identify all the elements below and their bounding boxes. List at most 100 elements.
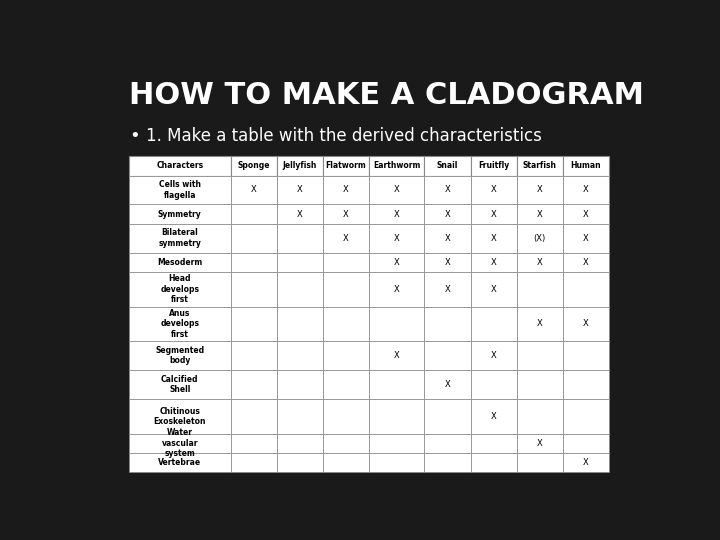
Bar bbox=[369, 434, 424, 453]
Bar bbox=[129, 205, 230, 224]
Bar bbox=[129, 370, 230, 399]
Bar bbox=[230, 307, 276, 341]
Bar bbox=[517, 253, 563, 272]
Text: Cells with
flagella: Cells with flagella bbox=[159, 180, 201, 200]
Text: 1. Make a table with the derived characteristics: 1. Make a table with the derived charact… bbox=[145, 127, 541, 145]
Text: Water
vascular
system: Water vascular system bbox=[161, 428, 198, 458]
Text: X: X bbox=[491, 285, 497, 294]
Text: Starfish: Starfish bbox=[523, 161, 557, 171]
Bar bbox=[424, 156, 470, 176]
Bar bbox=[369, 176, 424, 205]
Text: X: X bbox=[537, 439, 543, 448]
Text: X: X bbox=[444, 380, 450, 389]
Text: Earthworm: Earthworm bbox=[373, 161, 420, 171]
Bar bbox=[563, 434, 609, 453]
Text: X: X bbox=[537, 186, 543, 194]
Text: Chitinous
Exoskeleton: Chitinous Exoskeleton bbox=[153, 407, 206, 426]
Bar bbox=[230, 370, 276, 399]
Bar bbox=[129, 272, 230, 307]
Text: Bilateral
symmetry: Bilateral symmetry bbox=[158, 228, 202, 248]
Bar bbox=[424, 253, 470, 272]
Text: X: X bbox=[491, 210, 497, 219]
Bar bbox=[517, 370, 563, 399]
Bar bbox=[470, 156, 517, 176]
Bar bbox=[230, 272, 276, 307]
Bar bbox=[563, 205, 609, 224]
Text: Calcified
Shell: Calcified Shell bbox=[161, 375, 199, 394]
Text: Fruitfly: Fruitfly bbox=[478, 161, 509, 171]
Bar bbox=[276, 176, 323, 205]
Text: X: X bbox=[491, 412, 497, 421]
Bar bbox=[517, 272, 563, 307]
Bar bbox=[276, 205, 323, 224]
Bar bbox=[369, 156, 424, 176]
Bar bbox=[129, 156, 230, 176]
Text: X: X bbox=[583, 458, 589, 467]
Bar bbox=[323, 453, 369, 472]
Bar bbox=[276, 453, 323, 472]
Text: X: X bbox=[343, 186, 348, 194]
Text: X: X bbox=[394, 351, 400, 360]
Text: Sponge: Sponge bbox=[238, 161, 270, 171]
Bar bbox=[323, 156, 369, 176]
Bar bbox=[424, 434, 470, 453]
Bar bbox=[323, 224, 369, 253]
Bar bbox=[563, 399, 609, 434]
Bar bbox=[517, 453, 563, 472]
Bar bbox=[424, 205, 470, 224]
Bar bbox=[563, 253, 609, 272]
Bar bbox=[129, 253, 230, 272]
Bar bbox=[230, 156, 276, 176]
Bar bbox=[129, 307, 230, 341]
Bar bbox=[563, 224, 609, 253]
Text: X: X bbox=[297, 186, 302, 194]
Text: Characters: Characters bbox=[156, 161, 203, 171]
Text: X: X bbox=[537, 210, 543, 219]
Bar bbox=[424, 272, 470, 307]
Bar bbox=[230, 434, 276, 453]
Bar bbox=[424, 176, 470, 205]
Bar bbox=[563, 272, 609, 307]
Bar bbox=[276, 272, 323, 307]
Bar bbox=[276, 156, 323, 176]
Text: X: X bbox=[583, 234, 589, 242]
Text: X: X bbox=[491, 258, 497, 267]
Text: X: X bbox=[343, 210, 348, 219]
Text: X: X bbox=[444, 210, 450, 219]
Bar bbox=[470, 399, 517, 434]
Bar bbox=[276, 434, 323, 453]
Text: •: • bbox=[129, 127, 140, 145]
Bar bbox=[323, 341, 369, 370]
Bar bbox=[369, 307, 424, 341]
Text: Snail: Snail bbox=[437, 161, 458, 171]
Text: X: X bbox=[394, 210, 400, 219]
Text: X: X bbox=[537, 258, 543, 267]
Text: X: X bbox=[394, 258, 400, 267]
Bar bbox=[424, 341, 470, 370]
Bar bbox=[230, 253, 276, 272]
Bar bbox=[276, 253, 323, 272]
Bar bbox=[323, 272, 369, 307]
Text: X: X bbox=[583, 210, 589, 219]
Bar bbox=[129, 341, 230, 370]
Bar bbox=[563, 453, 609, 472]
Bar bbox=[470, 272, 517, 307]
Bar bbox=[323, 253, 369, 272]
Text: Mesoderm: Mesoderm bbox=[157, 258, 202, 267]
Bar bbox=[323, 176, 369, 205]
Bar bbox=[470, 205, 517, 224]
Bar bbox=[323, 434, 369, 453]
Text: Vertebrae: Vertebrae bbox=[158, 458, 202, 467]
Bar bbox=[517, 176, 563, 205]
Text: X: X bbox=[583, 186, 589, 194]
Bar bbox=[276, 224, 323, 253]
Text: Symmetry: Symmetry bbox=[158, 210, 202, 219]
Bar bbox=[369, 253, 424, 272]
Bar bbox=[129, 176, 230, 205]
Bar bbox=[470, 341, 517, 370]
Bar bbox=[276, 307, 323, 341]
Bar bbox=[563, 307, 609, 341]
Text: X: X bbox=[251, 186, 256, 194]
Bar bbox=[230, 224, 276, 253]
Bar bbox=[276, 341, 323, 370]
